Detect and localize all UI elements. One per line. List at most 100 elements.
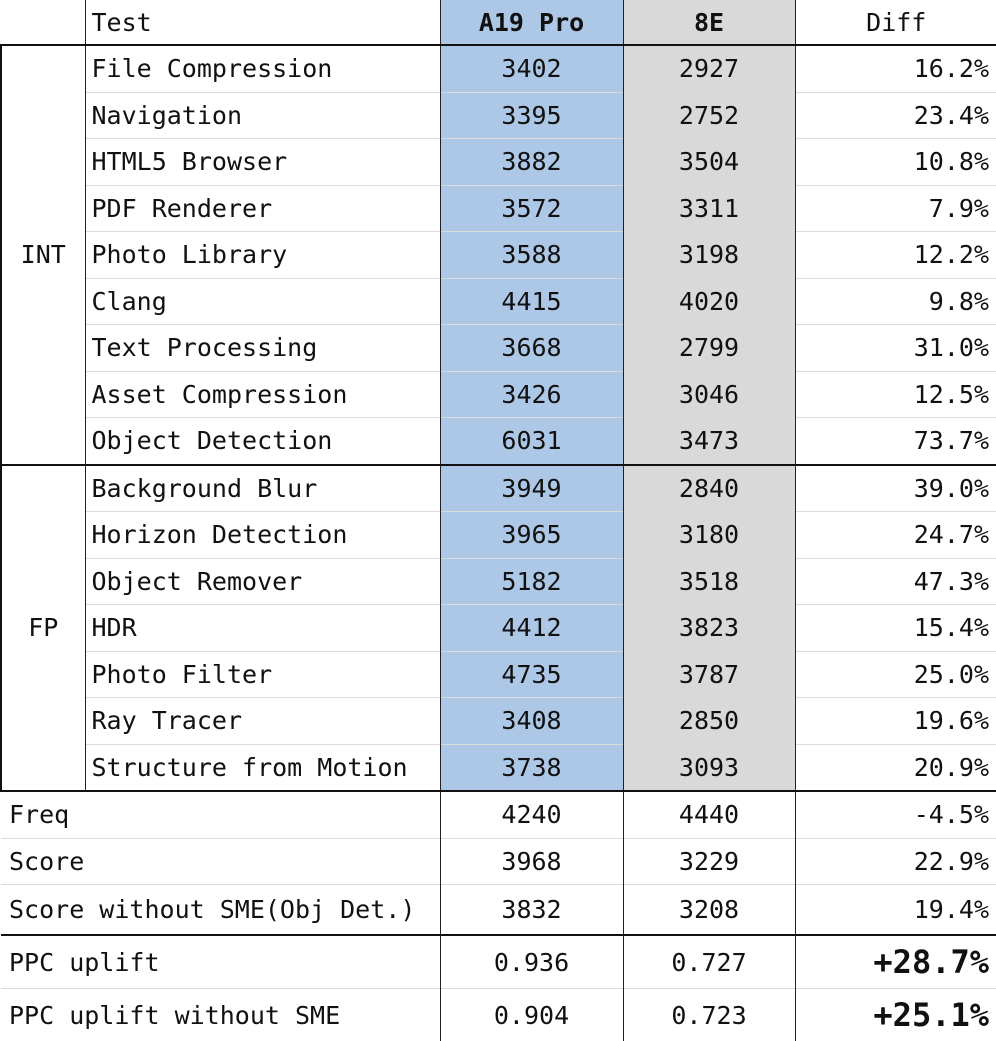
diff-value: 31.0% <box>795 325 996 372</box>
test-name: Object Remover <box>85 558 440 605</box>
a19-pro-score: 3588 <box>440 232 623 279</box>
ppc-uplift-value: +25.1% <box>795 989 996 1041</box>
a19-pro-score: 3426 <box>440 371 623 418</box>
test-name: Object Detection <box>85 418 440 465</box>
8e-score: 2799 <box>623 325 795 372</box>
diff-value: 23.4% <box>795 92 996 139</box>
header-blank-cell <box>1 0 85 45</box>
diff-value: 12.5% <box>795 371 996 418</box>
a19-pro-score: 3668 <box>440 325 623 372</box>
8e-score: 3504 <box>623 139 795 186</box>
summary-label: Score <box>1 838 440 885</box>
test-name: Text Processing <box>85 325 440 372</box>
header-row: Test A19 Pro 8E Diff <box>1 0 996 45</box>
8e-score: 3518 <box>623 558 795 605</box>
summary-label: Freq <box>1 791 440 838</box>
a19-pro-score: 3882 <box>440 139 623 186</box>
diff-value: 47.3% <box>795 558 996 605</box>
8e-score: 3787 <box>623 651 795 698</box>
8e-ppc: 0.723 <box>623 989 795 1041</box>
a19-pro-score: 4412 <box>440 605 623 652</box>
test-name: Clang <box>85 278 440 325</box>
test-name: Photo Library <box>85 232 440 279</box>
a19-pro-value: 4240 <box>440 791 623 838</box>
8e-score: 3198 <box>623 232 795 279</box>
a19-pro-ppc: 0.936 <box>440 935 623 989</box>
a19-pro-score: 3965 <box>440 512 623 559</box>
a19-pro-score: 3949 <box>440 465 623 512</box>
a19-pro-value: 3832 <box>440 885 623 936</box>
category-label-fp: FP <box>1 465 85 792</box>
test-name: File Compression <box>85 45 440 92</box>
a19-pro-score: 5182 <box>440 558 623 605</box>
8e-score: 4020 <box>623 278 795 325</box>
diff-value: 24.7% <box>795 512 996 559</box>
test-name: PDF Renderer <box>85 185 440 232</box>
diff-value: 12.2% <box>795 232 996 279</box>
diff-value: 16.2% <box>795 45 996 92</box>
header-a19-pro: A19 Pro <box>440 0 623 45</box>
diff-value: 73.7% <box>795 418 996 465</box>
a19-pro-ppc: 0.904 <box>440 989 623 1041</box>
diff-value: 19.4% <box>795 885 996 936</box>
ppc-uplift-value: +28.7% <box>795 935 996 989</box>
a19-pro-score: 3402 <box>440 45 623 92</box>
a19-pro-score: 3395 <box>440 92 623 139</box>
test-name: Ray Tracer <box>85 698 440 745</box>
a19-pro-score: 4415 <box>440 278 623 325</box>
a19-pro-score: 3738 <box>440 744 623 791</box>
diff-value: 9.8% <box>795 278 996 325</box>
8e-score: 2850 <box>623 698 795 745</box>
test-name: Background Blur <box>85 465 440 512</box>
8e-score: 2752 <box>623 92 795 139</box>
8e-score: 3473 <box>623 418 795 465</box>
a19-pro-score: 3572 <box>440 185 623 232</box>
ppc-label: PPC uplift without SME <box>1 989 440 1041</box>
diff-value: 39.0% <box>795 465 996 512</box>
header-diff: Diff <box>795 0 996 45</box>
ppc-label: PPC uplift <box>1 935 440 989</box>
diff-value: 10.8% <box>795 139 996 186</box>
8e-value: 3229 <box>623 838 795 885</box>
header-8e: 8E <box>623 0 795 45</box>
header-test: Test <box>85 0 440 45</box>
test-name: Structure from Motion <box>85 744 440 791</box>
diff-value: 22.9% <box>795 838 996 885</box>
test-name: Horizon Detection <box>85 512 440 559</box>
a19-pro-score: 6031 <box>440 418 623 465</box>
test-name: HDR <box>85 605 440 652</box>
8e-score: 3823 <box>623 605 795 652</box>
8e-ppc: 0.727 <box>623 935 795 989</box>
8e-score: 3046 <box>623 371 795 418</box>
test-name: Navigation <box>85 92 440 139</box>
test-name: Asset Compression <box>85 371 440 418</box>
8e-value: 3208 <box>623 885 795 936</box>
diff-value: 20.9% <box>795 744 996 791</box>
8e-value: 4440 <box>623 791 795 838</box>
diff-value: 19.6% <box>795 698 996 745</box>
diff-value: 25.0% <box>795 651 996 698</box>
diff-value: 15.4% <box>795 605 996 652</box>
8e-score: 3093 <box>623 744 795 791</box>
